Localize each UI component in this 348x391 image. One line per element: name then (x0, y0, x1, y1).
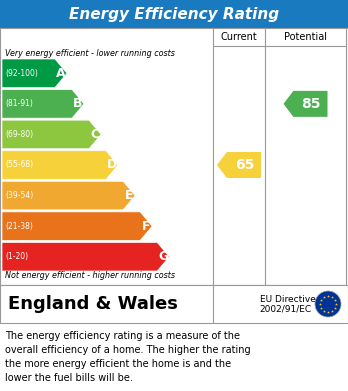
Bar (0, 28, 348, 285)
Text: B: B (73, 97, 83, 110)
Bar (0, 0, 348, 28)
Polygon shape (2, 242, 169, 271)
Text: (92-100): (92-100) (5, 69, 38, 78)
Text: E: E (125, 189, 133, 202)
Text: G: G (158, 250, 168, 263)
Polygon shape (284, 91, 327, 117)
Text: the more energy efficient the home is and the: the more energy efficient the home is an… (5, 359, 231, 369)
Text: F: F (142, 220, 150, 233)
Text: Current: Current (221, 32, 258, 42)
Text: EU Directive: EU Directive (260, 294, 315, 303)
Text: 85: 85 (301, 97, 321, 111)
Text: Very energy efficient - lower running costs: Very energy efficient - lower running co… (5, 50, 175, 59)
Polygon shape (2, 181, 135, 210)
Polygon shape (2, 59, 67, 88)
Text: C: C (90, 128, 100, 141)
Text: The energy efficiency rating is a measure of the: The energy efficiency rating is a measur… (5, 331, 240, 341)
Polygon shape (217, 152, 261, 178)
Text: D: D (107, 158, 117, 172)
Text: 65: 65 (235, 158, 254, 172)
Bar (0, 285, 348, 323)
Text: (1-20): (1-20) (5, 252, 28, 261)
Circle shape (315, 291, 341, 317)
Text: Energy Efficiency Rating: Energy Efficiency Rating (69, 7, 279, 22)
Text: 2002/91/EC: 2002/91/EC (260, 305, 312, 314)
Text: (69-80): (69-80) (5, 130, 33, 139)
Text: (81-91): (81-91) (5, 99, 33, 108)
Text: Not energy efficient - higher running costs: Not energy efficient - higher running co… (5, 271, 175, 280)
Text: (39-54): (39-54) (5, 191, 33, 200)
Text: lower the fuel bills will be.: lower the fuel bills will be. (5, 373, 133, 383)
Text: (21-38): (21-38) (5, 222, 33, 231)
Text: (55-68): (55-68) (5, 160, 33, 170)
Polygon shape (2, 151, 118, 179)
Polygon shape (2, 120, 101, 149)
Text: A: A (56, 67, 66, 80)
Polygon shape (2, 212, 152, 240)
Text: England & Wales: England & Wales (8, 295, 178, 313)
Polygon shape (2, 90, 84, 118)
Text: overall efficiency of a home. The higher the rating: overall efficiency of a home. The higher… (5, 345, 251, 355)
Text: Potential: Potential (284, 32, 327, 42)
